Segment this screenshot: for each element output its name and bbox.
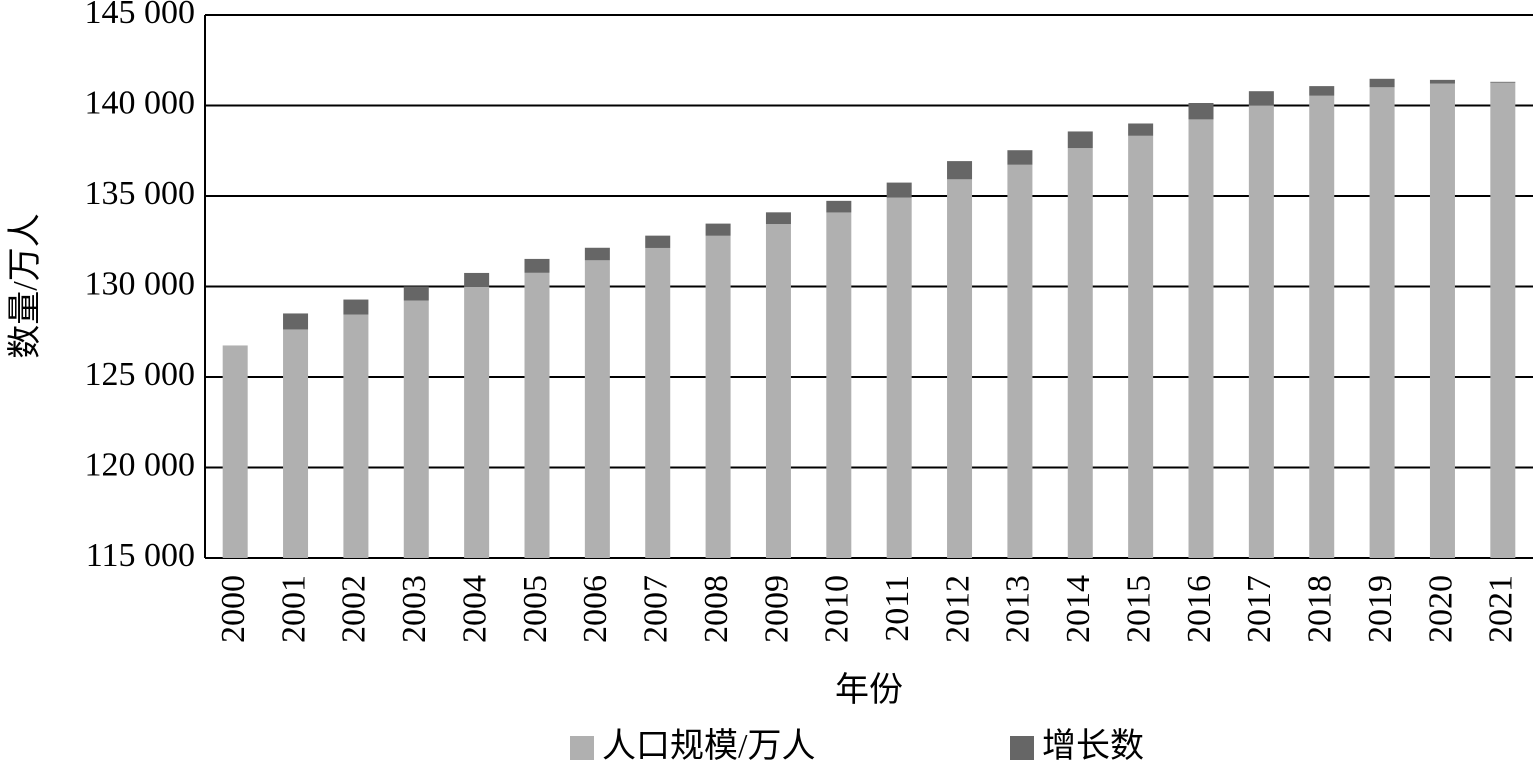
bar-segment bbox=[705, 235, 731, 558]
x-tick-label: 2011 bbox=[879, 575, 916, 642]
x-axis-label: 年份 bbox=[835, 671, 903, 709]
bar-segment bbox=[524, 272, 550, 558]
bar-segment bbox=[705, 223, 731, 236]
bar-segment bbox=[1007, 164, 1033, 558]
x-tick-label: 2019 bbox=[1362, 575, 1399, 643]
x-tick-label: 2004 bbox=[456, 575, 493, 643]
legend-swatch bbox=[570, 736, 594, 760]
x-tick-label: 2010 bbox=[819, 575, 856, 643]
x-tick-label: 2005 bbox=[517, 575, 554, 643]
x-tick-label: 2006 bbox=[577, 575, 614, 643]
y-tick-label: 130 000 bbox=[85, 265, 196, 302]
x-tick-label: 2014 bbox=[1060, 575, 1097, 643]
bar-segment bbox=[524, 258, 550, 273]
y-tick-label: 135 000 bbox=[85, 175, 196, 212]
bar-segment bbox=[1248, 91, 1274, 106]
x-tick-label: 2001 bbox=[275, 575, 312, 643]
bar-segment bbox=[886, 182, 912, 198]
y-tick-label: 120 000 bbox=[85, 446, 196, 483]
bar-segment bbox=[403, 300, 429, 558]
bar-segment bbox=[1369, 78, 1395, 88]
bar-segment bbox=[1007, 150, 1033, 165]
bar-segment bbox=[1490, 82, 1516, 558]
y-tick-label: 115 000 bbox=[86, 537, 195, 574]
y-tick-label: 125 000 bbox=[85, 356, 196, 393]
legend-label: 增长数 bbox=[1042, 727, 1144, 765]
bar-segment bbox=[765, 212, 791, 225]
bar-segment bbox=[1067, 131, 1093, 149]
bar-segment bbox=[1128, 123, 1154, 136]
bar-segment bbox=[584, 260, 610, 558]
x-tick-label: 2015 bbox=[1120, 575, 1157, 643]
legend-label: 人口规模/万人 bbox=[602, 727, 815, 765]
bar-segment bbox=[1309, 86, 1335, 96]
bar-segment bbox=[826, 212, 852, 559]
bar-segment bbox=[1248, 105, 1274, 558]
bar-segment bbox=[645, 247, 671, 559]
legend-swatch bbox=[1010, 736, 1034, 760]
bar-segment bbox=[343, 299, 369, 315]
x-tick-label: 2016 bbox=[1181, 575, 1218, 643]
x-tick-label: 2009 bbox=[758, 575, 795, 643]
x-tick-label: 2002 bbox=[336, 575, 373, 643]
bar-segment bbox=[645, 235, 671, 248]
bar-segment bbox=[1369, 87, 1395, 559]
bar-segment bbox=[1309, 95, 1335, 559]
bar-segment bbox=[283, 329, 309, 558]
bar-segment bbox=[222, 345, 248, 558]
bar-segment bbox=[283, 313, 309, 330]
y-axis-label: 数量/万人 bbox=[6, 213, 44, 358]
x-tick-label: 2018 bbox=[1302, 575, 1339, 643]
bar-segment bbox=[1188, 119, 1214, 558]
x-tick-label: 2017 bbox=[1241, 575, 1278, 643]
y-tick-label: 145 000 bbox=[85, 0, 196, 31]
x-tick-label: 2020 bbox=[1422, 575, 1459, 643]
bar-segment bbox=[1128, 135, 1154, 559]
bar-segment bbox=[403, 286, 429, 301]
x-tick-label: 2008 bbox=[698, 575, 735, 643]
y-tick-label: 140 000 bbox=[85, 84, 196, 121]
bar-segment bbox=[1490, 81, 1516, 83]
bar-segment bbox=[765, 224, 791, 558]
bar-segment bbox=[464, 286, 490, 558]
bar-segment bbox=[1429, 83, 1455, 558]
x-tick-label: 2013 bbox=[1000, 575, 1037, 643]
bar-segment bbox=[1067, 148, 1093, 558]
bar-segment bbox=[947, 161, 973, 180]
bar-segment bbox=[947, 179, 973, 558]
x-tick-label: 2007 bbox=[638, 575, 675, 643]
bar-segment bbox=[584, 247, 610, 261]
bar-segment bbox=[1429, 79, 1455, 84]
x-tick-label: 2012 bbox=[939, 575, 976, 643]
x-tick-label: 2003 bbox=[396, 575, 433, 643]
bar-segment bbox=[826, 200, 852, 213]
x-tick-label: 2000 bbox=[215, 575, 252, 643]
x-tick-label: 2021 bbox=[1483, 575, 1520, 643]
bar-segment bbox=[1188, 103, 1214, 120]
bar-segment bbox=[886, 197, 912, 559]
bar-segment bbox=[343, 314, 369, 558]
bar-segment bbox=[464, 272, 490, 287]
